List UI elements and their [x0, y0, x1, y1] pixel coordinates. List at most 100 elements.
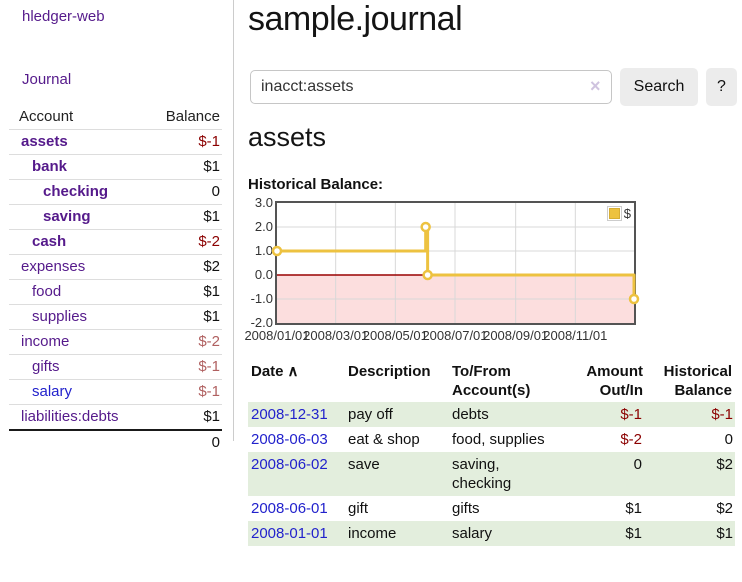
transaction-date-link[interactable]: 2008-06-03 [251, 431, 328, 448]
account-balance: $1 [203, 208, 220, 225]
account-row: income $-2 [9, 329, 222, 355]
clear-search-icon[interactable]: × [590, 76, 601, 96]
sidebar-account-link-income[interactable]: income [21, 333, 70, 350]
register-row: 2008-06-02 save saving, checking 0 $2 [248, 452, 735, 496]
sidebar-account-link-expenses[interactable]: expenses [21, 258, 86, 275]
transaction-accounts: debts [452, 406, 489, 423]
main-content: sample.journal × Search ? assets Histori… [244, 0, 742, 582]
account-balance: $2 [203, 258, 220, 275]
historical-balance-chart: $ [271, 201, 640, 325]
sidebar-account-link-salary[interactable]: salary [32, 383, 73, 400]
y-tick-label: 3.0 [254, 195, 273, 210]
transaction-accounts: salary [452, 525, 493, 542]
x-tick-label: 2008/01/01 [244, 328, 310, 343]
sidebar-account-link-bank[interactable]: bank [32, 158, 68, 175]
account-balance: 0 [211, 183, 220, 200]
help-button[interactable]: ? [706, 68, 737, 106]
account-row: salary $-1 [9, 379, 222, 405]
register-table-header: Date ∧ Description To/From Account(s) Amount… [248, 360, 735, 402]
account-row: cash $-2 [9, 229, 222, 255]
app-brand-link[interactable]: hledger-web [22, 8, 105, 25]
register-table: Date ∧ Description To/From Account(s) Amount… [248, 360, 735, 546]
legend-swatch-icon [606, 206, 622, 221]
account-row: supplies $1 [9, 304, 222, 330]
account-balance: $-1 [198, 383, 220, 400]
account-balance: $1 [203, 408, 220, 425]
balance-column-header: Balance [165, 108, 220, 125]
register-header-amount-out-in: Amount Out/In [586, 363, 643, 399]
accounts-balance-table: Account Balance assets $-1 bank $1 checking 0… [9, 105, 222, 455]
sidebar-account-link-assets[interactable]: assets [21, 133, 68, 150]
transaction-accounts: saving, checking [452, 456, 512, 492]
chart-x-axis: 2008/01/01 2008/03/01 2008/05/01 2008/07/01… [244, 328, 634, 344]
register-row: 2008-06-01 gift gifts $1 $2 [248, 496, 735, 521]
accounts-total-row: 0 [9, 430, 222, 455]
register-row: 2008-12-31 pay off debts $-1 $-1 [248, 402, 735, 427]
account-row: saving $1 [9, 204, 222, 230]
transaction-amount: 0 [633, 456, 642, 473]
transaction-amount: $-1 [620, 406, 642, 423]
accounts-table-header: Account Balance [9, 105, 222, 130]
sidebar-item-journal[interactable]: Journal [22, 71, 72, 88]
x-tick-label: 2008/03/01 [303, 328, 369, 343]
account-row: checking 0 [9, 179, 222, 205]
transaction-amount: $1 [625, 500, 642, 517]
x-tick-label: 2008/09/01 [483, 328, 549, 343]
account-row: assets $-1 [9, 129, 222, 155]
transaction-date-link[interactable]: 2008-12-31 [251, 406, 328, 423]
sidebar-account-link-checking[interactable]: checking [43, 183, 109, 200]
account-balance: $-1 [198, 133, 220, 150]
x-tick-label: 2008/07/01 [422, 328, 488, 343]
transaction-balance: $1 [716, 525, 733, 542]
account-row: food $1 [9, 279, 222, 305]
account-balance: $-1 [198, 358, 220, 375]
register-row: 2008-01-01 income salary $1 $1 [248, 521, 735, 546]
transaction-amount: $-2 [620, 431, 642, 448]
search-input[interactable] [250, 70, 612, 104]
sidebar-account-link-food[interactable]: food [32, 283, 62, 300]
sidebar: hledger-web Journal Account Balance asse… [0, 0, 233, 582]
transaction-balance: $2 [716, 456, 733, 473]
transaction-description: income [348, 525, 397, 542]
x-tick-label: 2008/05/01 [362, 328, 428, 343]
account-row: gifts $-1 [9, 354, 222, 380]
transaction-balance: $2 [716, 500, 733, 517]
sidebar-account-link-cash[interactable]: cash [32, 233, 67, 250]
register-header-description: Description [348, 363, 431, 380]
transaction-accounts: food, supplies [452, 431, 545, 448]
chart-plot-area [271, 203, 640, 323]
transaction-description: eat & shop [348, 431, 420, 448]
account-balance: $1 [203, 158, 220, 175]
y-tick-label: 1.0 [254, 243, 273, 258]
transaction-description: gift [348, 500, 369, 517]
account-row: expenses $2 [9, 254, 222, 280]
sidebar-account-link-supplies[interactable]: supplies [32, 308, 88, 325]
sidebar-divider [233, 0, 234, 441]
account-balance: $1 [203, 283, 220, 300]
sidebar-account-link-gifts[interactable]: gifts [32, 358, 60, 375]
chart-title: Historical Balance: [248, 176, 384, 193]
y-tick-label: -2.0 [250, 315, 273, 330]
transaction-date-link[interactable]: 2008-01-01 [251, 525, 328, 542]
transaction-date-link[interactable]: 2008-06-01 [251, 500, 328, 517]
sort-ascending-icon: ∧ [287, 363, 299, 380]
sidebar-account-link-liabilities-debts[interactable]: liabilities:debts [21, 408, 119, 425]
transaction-accounts: gifts [452, 500, 480, 517]
transaction-date-link[interactable]: 2008-06-02 [251, 456, 328, 473]
y-tick-label: 0.0 [254, 267, 273, 282]
sidebar-account-link-saving[interactable]: saving [43, 208, 91, 225]
account-column-header: Account [19, 108, 74, 125]
register-header-to-from-account-s-: To/From Account(s) [452, 363, 531, 399]
register-header-date[interactable]: Date ∧ [251, 363, 299, 380]
search-button[interactable]: Search [620, 68, 698, 106]
account-row: bank $1 [9, 154, 222, 180]
account-row: liabilities:debts $1 [9, 404, 222, 431]
legend-label: $ [623, 206, 631, 221]
accounts-total-balance: 0 [211, 434, 220, 451]
account-balance: $-2 [198, 233, 220, 250]
y-tick-label: -1.0 [250, 291, 273, 306]
x-tick-label: 2008/11/01 [543, 328, 608, 343]
account-heading: assets [248, 122, 327, 152]
transaction-amount: $1 [625, 525, 642, 542]
y-tick-label: 2.0 [254, 219, 273, 234]
